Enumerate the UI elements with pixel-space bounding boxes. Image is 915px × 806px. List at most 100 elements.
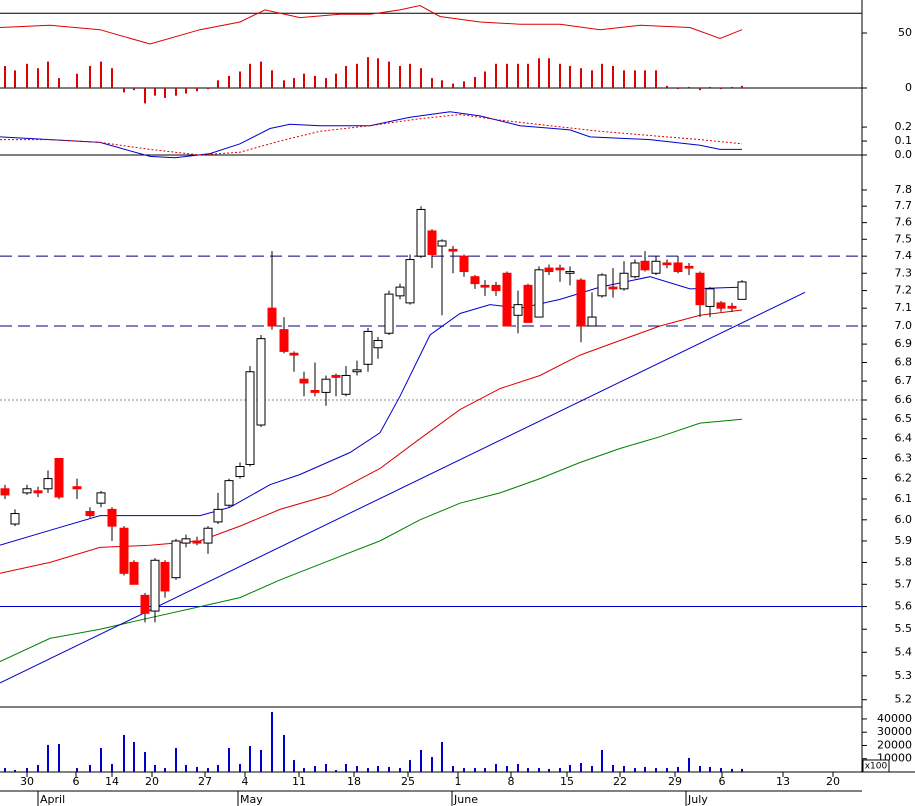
candle-body (640, 260, 650, 271)
volume-bar (154, 764, 156, 772)
y-tick-label: 6.9 (895, 337, 913, 350)
candle-body (587, 316, 597, 327)
candle-body (534, 269, 544, 318)
candle-body (321, 378, 331, 393)
candle-body (310, 390, 320, 393)
candle-body (502, 272, 512, 327)
histogram-bar (196, 88, 198, 92)
y-tick-label: 30000 (877, 725, 912, 738)
histogram-bar (249, 63, 251, 88)
volume-bar (356, 766, 358, 772)
candle-body (72, 486, 82, 490)
volume-bar (559, 768, 561, 772)
histogram-bar (601, 63, 603, 88)
y-tick-label: 5.7 (895, 577, 913, 590)
candle-body (651, 260, 661, 274)
x-tick-label: 14 (105, 775, 119, 788)
volume-bar (720, 768, 722, 772)
volume-bar (634, 768, 636, 772)
candle-body (129, 561, 139, 585)
candle-body (267, 307, 277, 327)
volume-bar (591, 766, 593, 772)
y-tick-label: 50 (898, 26, 912, 39)
volume-bar (196, 766, 198, 772)
candle-body (608, 286, 618, 290)
x-tick-label: 29 (668, 775, 682, 788)
y-tick-label: 7.2 (895, 284, 913, 297)
volume-bar (452, 766, 454, 772)
candle-body (279, 329, 289, 352)
candle-body (245, 371, 255, 465)
volume-bar (76, 768, 78, 772)
volume-bar (89, 764, 91, 772)
candle-body (352, 369, 362, 373)
histogram-bar (283, 80, 285, 88)
y-tick-label: 7.0 (895, 319, 913, 332)
volume-bar (569, 764, 571, 772)
histogram-bar (123, 88, 125, 93)
volume-bar (677, 766, 679, 772)
candle-body (684, 265, 694, 269)
histogram-bar (612, 66, 614, 88)
histogram-bar (164, 88, 166, 98)
candle-body (10, 513, 20, 525)
candle-body (491, 284, 501, 292)
month-label: May (240, 793, 263, 806)
y-tick-label: 5.5 (895, 622, 913, 635)
histogram-bar (388, 61, 390, 88)
volume-bar (133, 742, 135, 772)
candle-body (395, 286, 405, 297)
volume-bar (688, 757, 690, 772)
histogram-bar (463, 81, 465, 88)
histogram-bar (111, 68, 113, 88)
candle-body (565, 271, 575, 274)
y-tick-label: 5.2 (895, 693, 913, 706)
volume-bar (612, 764, 614, 772)
histogram-bar (623, 70, 625, 88)
histogram-bar (100, 61, 102, 88)
y-tick-label: 7.1 (895, 301, 913, 314)
y-tick-label: 7.8 (895, 183, 913, 196)
histogram-bar (517, 63, 519, 88)
histogram-bar (495, 63, 497, 88)
x-tick-label: 20 (145, 775, 159, 788)
x-tick-label: 25 (401, 775, 415, 788)
candle-body (597, 274, 607, 297)
candle-body (96, 492, 106, 504)
histogram-bar (207, 88, 209, 90)
candle-body (480, 284, 490, 288)
y-tick-label: 6.2 (895, 472, 913, 485)
histogram-bar (474, 77, 476, 88)
month-label: July (687, 793, 708, 806)
histogram-bar (76, 73, 78, 88)
candle-body (181, 538, 191, 544)
histogram-bar (634, 70, 636, 88)
x-tick-label: 22 (613, 775, 627, 788)
volume-bar (303, 768, 305, 772)
candle-body (256, 338, 266, 426)
histogram-bar (441, 80, 443, 88)
histogram-bar (293, 78, 295, 88)
volume-bar (367, 768, 369, 772)
volume-bar (217, 764, 219, 772)
volume-bar (388, 766, 390, 772)
volume-bar (228, 747, 230, 772)
candle-body (85, 510, 95, 517)
x-tick-label: 13 (776, 775, 790, 788)
y-tick-label: 7.7 (895, 199, 913, 212)
volume-bar (484, 768, 486, 772)
histogram-bar (677, 88, 679, 90)
candle-body (662, 262, 672, 266)
candle-body (619, 272, 629, 290)
volume-bar (441, 742, 443, 772)
volume-bar (601, 749, 603, 772)
candle-body (705, 288, 715, 307)
histogram-bar (580, 68, 582, 88)
histogram-bar (154, 88, 156, 96)
histogram-bar (271, 70, 273, 88)
histogram-bar (655, 70, 657, 88)
candle-body (140, 594, 150, 614)
volume-bar (100, 747, 102, 772)
volume-bar (709, 766, 711, 772)
